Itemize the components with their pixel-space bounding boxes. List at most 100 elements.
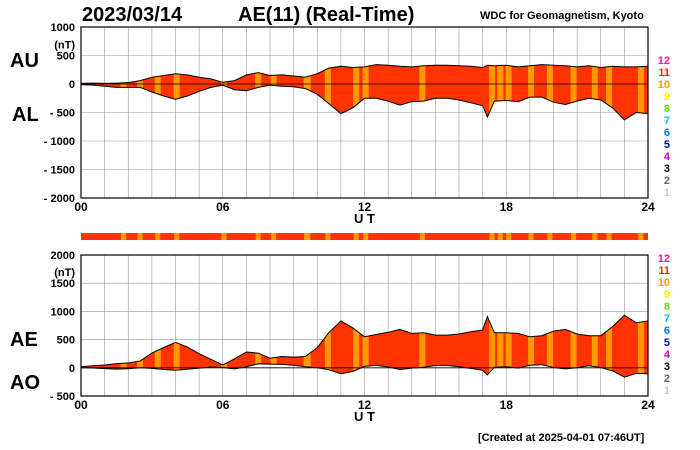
activity-bar-stripe [353, 233, 359, 240]
activity-stripe [353, 315, 360, 378]
activity-stripe [570, 315, 577, 378]
legend-level-1: 1 [663, 385, 670, 397]
legend-level-4: 4 [663, 151, 670, 163]
activity-bar-stripe [592, 233, 598, 240]
legend-lower: 12 11 10 9 8 7 6 5 4 3 2 1 [640, 253, 670, 397]
activity-bar-stripe [497, 233, 503, 240]
legend-level-12: 12 [657, 55, 670, 67]
legend-level-8: 8 [663, 103, 670, 115]
activity-stripe [419, 315, 426, 378]
activity-stripe [154, 315, 161, 378]
activity-stripe [304, 315, 311, 378]
activity-stripe [637, 315, 644, 378]
activity-stripe [303, 315, 310, 378]
activity-bar-stripe [606, 233, 612, 240]
activity-stripe [353, 64, 360, 120]
activity-stripe [528, 64, 535, 120]
legend-level-10: 10 [657, 79, 670, 91]
activity-bar-stripe [547, 233, 553, 240]
activity-bar-stripe [121, 233, 127, 240]
activity-bar-stripe [571, 233, 577, 240]
activity-stripe [591, 315, 598, 378]
source-label: WDC for Geomagnetism, Kyoto [480, 10, 644, 22]
al-label: AL [12, 104, 39, 126]
x-tick-label: 12 [358, 200, 372, 214]
activity-bar-stripe [489, 233, 495, 240]
legend-level-6: 6 [663, 325, 670, 337]
activity-stripe [173, 64, 180, 120]
y-tick-label: 1000 [51, 22, 75, 34]
x-tick-label: 18 [500, 200, 514, 214]
x-tick-label: 24 [641, 200, 655, 214]
legend-level-5: 5 [663, 337, 670, 349]
legend-level-5: 5 [663, 139, 670, 151]
activity-bar-stripe [271, 233, 277, 240]
activity-stripe [497, 315, 504, 378]
plot-frame [80, 26, 649, 199]
activity-stripe [324, 64, 331, 120]
activity-stripe [505, 64, 512, 120]
legend-level-1: 1 [663, 187, 670, 199]
activity-stripe [173, 315, 180, 378]
activity-bar-stripe [638, 233, 644, 240]
activity-bar-stripe [528, 233, 534, 240]
activity-bar-stripe [305, 233, 311, 240]
activity-stripe [489, 64, 496, 120]
legend-level-9: 9 [663, 91, 670, 103]
x-tick-label: 12 [358, 398, 372, 412]
activity-stripe [419, 64, 426, 120]
activity-stripe [606, 315, 613, 378]
y-tick-label: 500 [57, 335, 75, 347]
activity-stripe [154, 64, 161, 120]
activity-bar-stripe [174, 233, 180, 240]
unit-label: (nT) [54, 40, 75, 52]
plot-frame [80, 254, 649, 397]
activity-stripe [489, 315, 496, 378]
activity-stripe [220, 315, 227, 378]
x-tick-label: 00 [74, 398, 88, 412]
activity-bar-stripe [363, 233, 369, 240]
legend-level-3: 3 [663, 163, 670, 175]
activity-stripe [362, 64, 369, 120]
y-tick-label: - 500 [50, 108, 75, 120]
x-tick-label: 24 [641, 398, 655, 412]
legend-level-4: 4 [663, 349, 670, 361]
x-tick-label: 00 [74, 200, 88, 214]
x-tick-label: 18 [500, 398, 514, 412]
y-tick-label: 1500 [51, 278, 75, 290]
y-tick-label: - 1500 [44, 165, 75, 177]
ae-label: AE [10, 329, 38, 351]
date-title: 2023/03/14 [82, 4, 183, 26]
activity-stripe [505, 315, 512, 378]
activity-stripe [606, 64, 613, 120]
y-tick-label: 2000 [51, 250, 75, 262]
activity-bar-stripe [155, 233, 161, 240]
series-line-al [80, 84, 649, 121]
activity-stripe [546, 64, 553, 120]
activity-stripe [137, 315, 144, 378]
y-tick-label: - 2000 [44, 193, 75, 205]
legend-level-3: 3 [663, 361, 670, 373]
legend-level-2: 2 [663, 175, 670, 187]
legend-level-7: 7 [663, 313, 670, 325]
series-line-ae [80, 314, 649, 368]
legend-level-7: 7 [663, 115, 670, 127]
x-axis-label: U T [354, 211, 375, 226]
y-tick-label: - 1000 [44, 136, 75, 148]
legend-level-8: 8 [663, 301, 670, 313]
legend-upper: 12 11 10 9 8 7 6 5 4 3 2 1 [640, 55, 670, 199]
activity-stripe [637, 64, 644, 120]
y-tick-label: - 500 [50, 391, 75, 403]
activity-stripe [570, 64, 577, 120]
activity-stripe [591, 64, 598, 120]
legend-level-2: 2 [663, 373, 670, 385]
legend-level-10: 10 [657, 277, 670, 289]
legend-level-9: 9 [663, 289, 670, 301]
x-tick-label: 06 [216, 398, 230, 412]
y-tick-label: 0 [69, 363, 75, 375]
x-tick-label: 06 [216, 200, 230, 214]
activity-bar-stripe [255, 233, 261, 240]
au-label: AU [10, 50, 39, 72]
activity-stripe [270, 315, 277, 378]
